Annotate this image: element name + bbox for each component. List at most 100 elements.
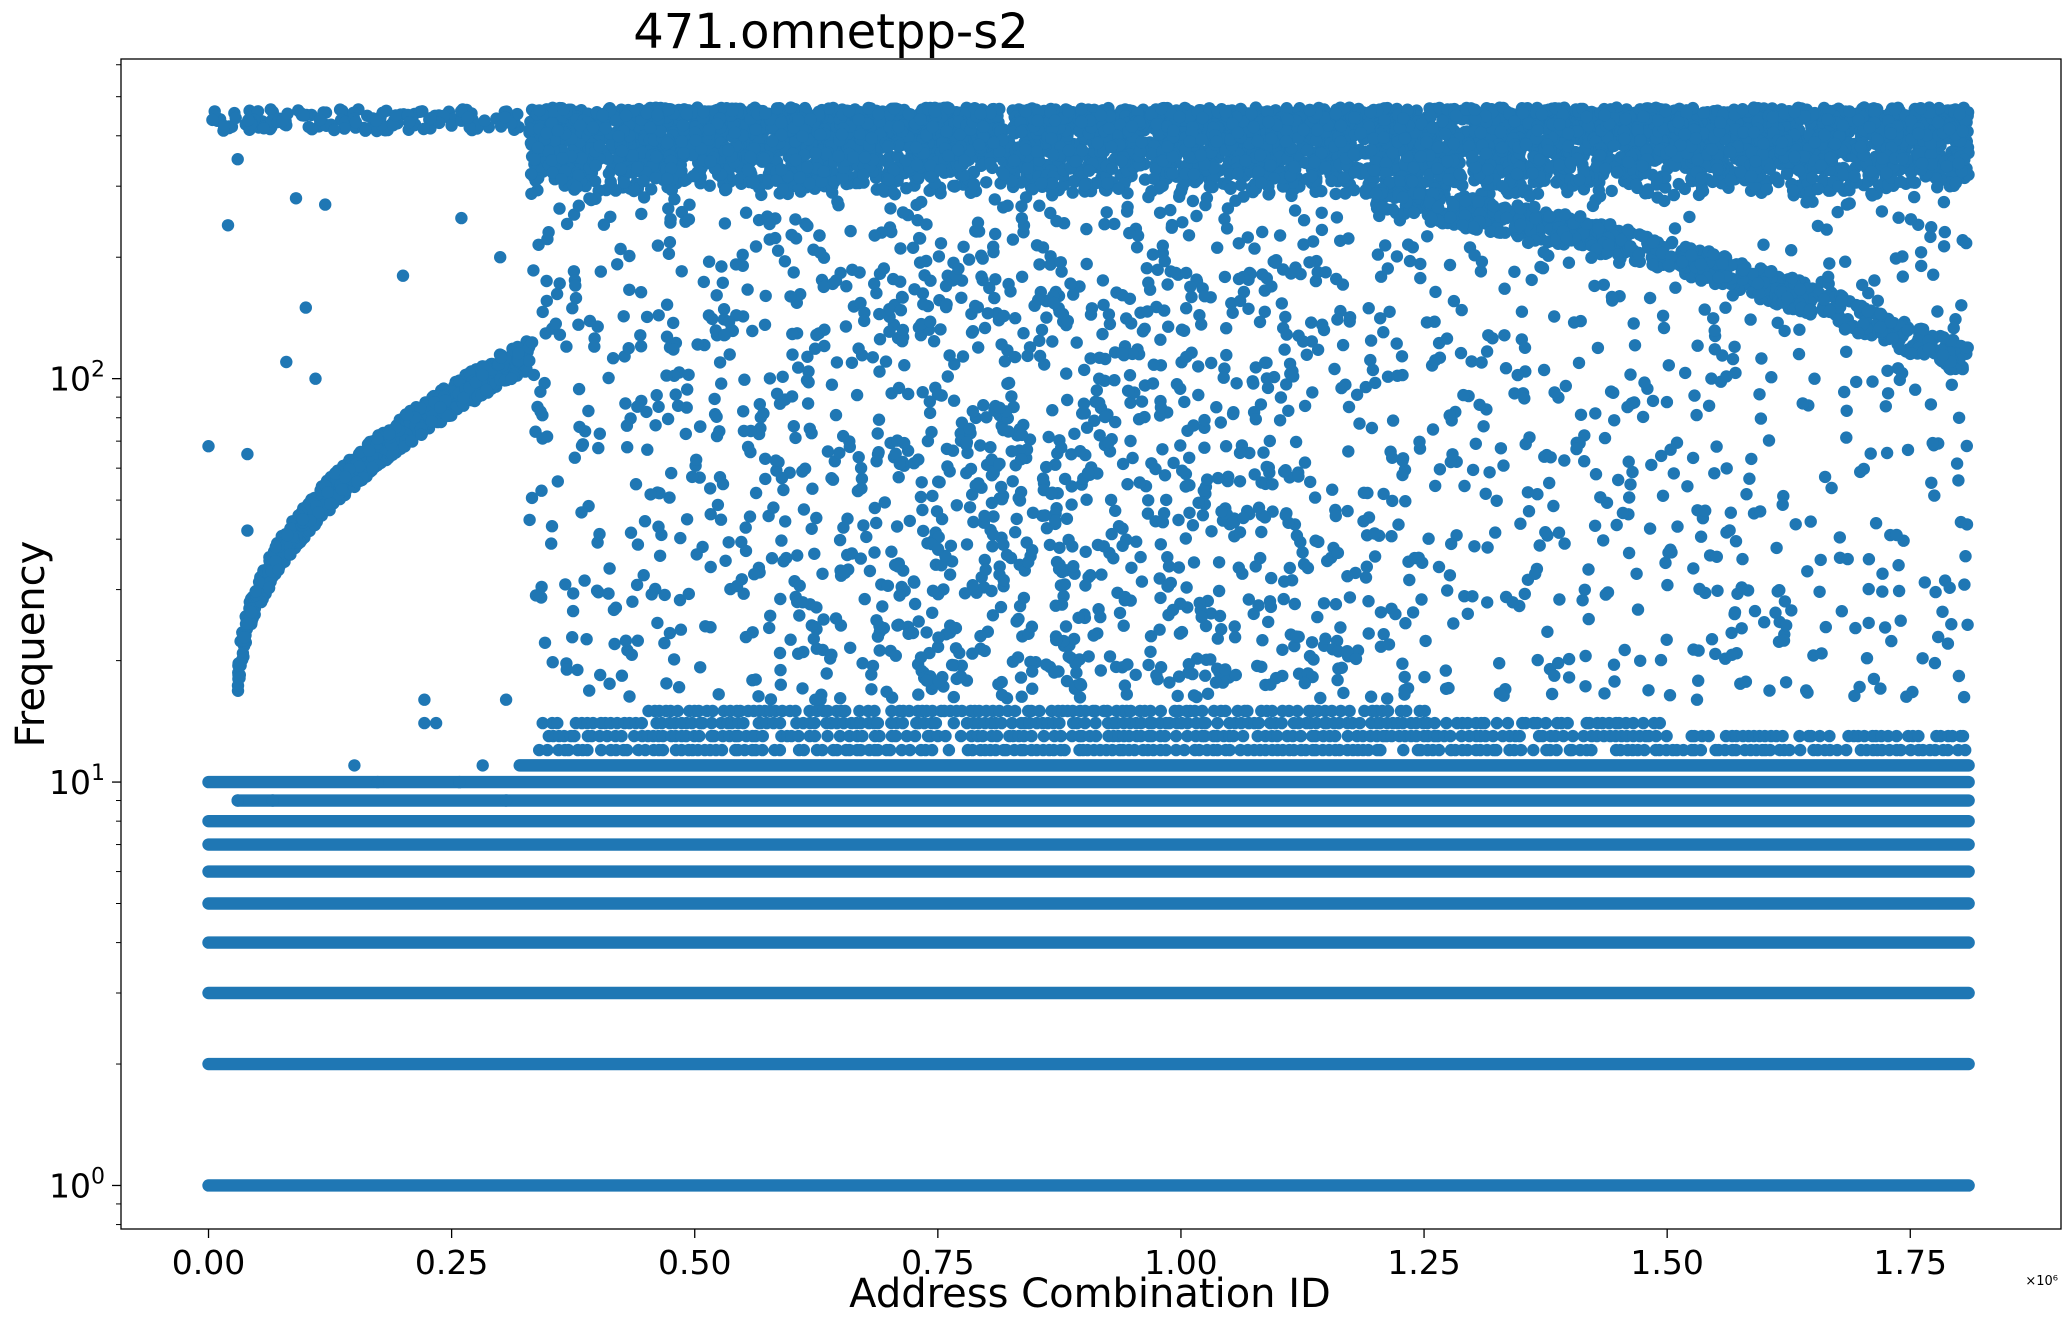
data-point bbox=[1527, 743, 1540, 757]
band-10 bbox=[202, 775, 1975, 789]
data-point bbox=[637, 191, 651, 204]
data-point bbox=[697, 105, 710, 119]
data-point bbox=[1641, 186, 1655, 200]
data-point bbox=[1513, 729, 1526, 743]
data-point bbox=[1005, 716, 1019, 730]
data-point bbox=[839, 704, 852, 718]
data-point bbox=[1341, 729, 1355, 743]
data-point bbox=[896, 716, 909, 730]
data-point bbox=[536, 716, 549, 730]
data-point bbox=[1638, 743, 1651, 757]
data-point bbox=[976, 729, 989, 743]
band-2 bbox=[202, 1057, 1975, 1071]
data-point bbox=[1941, 743, 1955, 757]
data-point bbox=[348, 759, 361, 772]
data-point bbox=[1319, 161, 1332, 174]
data-point bbox=[737, 716, 750, 730]
data-point bbox=[821, 704, 834, 718]
data-point bbox=[1764, 743, 1777, 757]
data-point bbox=[1227, 729, 1240, 743]
data-point bbox=[551, 716, 564, 730]
data-point bbox=[1033, 704, 1046, 718]
band-4 bbox=[202, 936, 1975, 949]
data-point bbox=[371, 775, 384, 789]
data-point bbox=[853, 704, 866, 718]
data-point bbox=[1154, 704, 1168, 718]
data-point bbox=[1793, 729, 1806, 743]
data-point bbox=[1178, 743, 1191, 757]
data-point bbox=[984, 157, 997, 170]
data-point bbox=[562, 743, 575, 757]
data-point bbox=[1706, 175, 1719, 189]
data-point bbox=[715, 743, 729, 757]
data-point bbox=[1428, 716, 1441, 730]
band-3 bbox=[202, 986, 1975, 1000]
data-point bbox=[1400, 704, 1413, 718]
data-point bbox=[1223, 743, 1236, 757]
data-point bbox=[1275, 716, 1288, 730]
data-point bbox=[1514, 743, 1528, 757]
data-point bbox=[453, 775, 466, 789]
data-point bbox=[476, 759, 489, 772]
data-point bbox=[903, 743, 917, 757]
data-point bbox=[1009, 704, 1022, 718]
data-point bbox=[1353, 716, 1367, 730]
data-point bbox=[1241, 704, 1254, 718]
data-point bbox=[1501, 716, 1515, 730]
data-point bbox=[967, 178, 981, 191]
data-point bbox=[1196, 704, 1209, 718]
data-point bbox=[1650, 173, 1663, 186]
data-point bbox=[1831, 743, 1844, 757]
data-point bbox=[1124, 704, 1138, 718]
data-point bbox=[871, 716, 885, 730]
data-point bbox=[1794, 743, 1807, 757]
data-point bbox=[1397, 743, 1410, 757]
data-point bbox=[1868, 105, 1882, 118]
data-point bbox=[908, 729, 922, 743]
data-point bbox=[1078, 716, 1092, 730]
data-point bbox=[1294, 729, 1308, 743]
data-point bbox=[1566, 729, 1580, 743]
data-point bbox=[266, 794, 279, 807]
band-7 bbox=[202, 838, 1975, 851]
data-point bbox=[418, 716, 431, 730]
data-point bbox=[1627, 716, 1640, 730]
data-point bbox=[955, 704, 969, 718]
data-point bbox=[1265, 704, 1279, 718]
data-point bbox=[947, 716, 960, 730]
data-point bbox=[1444, 729, 1457, 743]
data-point bbox=[1813, 729, 1827, 743]
data-point bbox=[1158, 729, 1172, 743]
data-point bbox=[929, 716, 943, 730]
data-point bbox=[1337, 171, 1351, 184]
data-point bbox=[868, 704, 881, 718]
data-point bbox=[1199, 716, 1212, 730]
data-point bbox=[910, 158, 924, 172]
data-point bbox=[833, 729, 847, 743]
data-point bbox=[1805, 729, 1818, 743]
data-point bbox=[525, 187, 538, 200]
data-point bbox=[1325, 704, 1339, 718]
band-1 bbox=[202, 1179, 1975, 1192]
data-point bbox=[1550, 743, 1563, 757]
data-point bbox=[1037, 729, 1051, 743]
data-point bbox=[1729, 743, 1743, 757]
data-point bbox=[995, 716, 1008, 730]
data-point bbox=[1329, 729, 1342, 743]
data-point bbox=[1585, 743, 1598, 757]
band-5 bbox=[202, 897, 1975, 910]
data-point bbox=[1089, 729, 1103, 743]
data-point bbox=[615, 729, 628, 743]
data-point bbox=[816, 743, 829, 757]
band-9 bbox=[231, 794, 1975, 807]
data-point bbox=[1418, 704, 1432, 718]
data-point bbox=[903, 704, 916, 718]
data-point bbox=[773, 743, 787, 757]
data-point bbox=[1539, 716, 1553, 730]
data-point bbox=[231, 794, 244, 807]
data-point bbox=[926, 704, 939, 718]
data-point bbox=[1959, 743, 1972, 757]
data-point bbox=[1605, 184, 1618, 198]
data-point bbox=[1890, 729, 1903, 743]
data-point bbox=[1494, 125, 1508, 139]
